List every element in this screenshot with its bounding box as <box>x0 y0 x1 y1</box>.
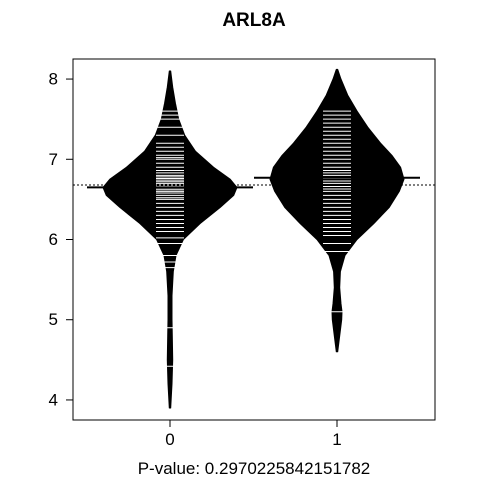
plot-frame <box>73 59 435 420</box>
chart-title: ARL8A <box>222 10 286 31</box>
y-tick-label: 5 <box>49 310 58 329</box>
y-tick-label: 4 <box>49 390 58 409</box>
x-axis-label: P-value: 0.2970225842151782 <box>138 459 371 478</box>
y-tick-label: 6 <box>49 230 58 249</box>
bean-density-0 <box>103 71 237 408</box>
x-tick-label: 1 <box>332 430 341 449</box>
y-tick-label: 7 <box>49 150 58 169</box>
x-tick-label: 0 <box>165 430 174 449</box>
y-axis: 4 5 6 7 8 <box>49 70 73 410</box>
bean-group <box>87 69 420 408</box>
bean-density-1 <box>270 69 404 351</box>
y-tick-label: 8 <box>49 70 58 89</box>
